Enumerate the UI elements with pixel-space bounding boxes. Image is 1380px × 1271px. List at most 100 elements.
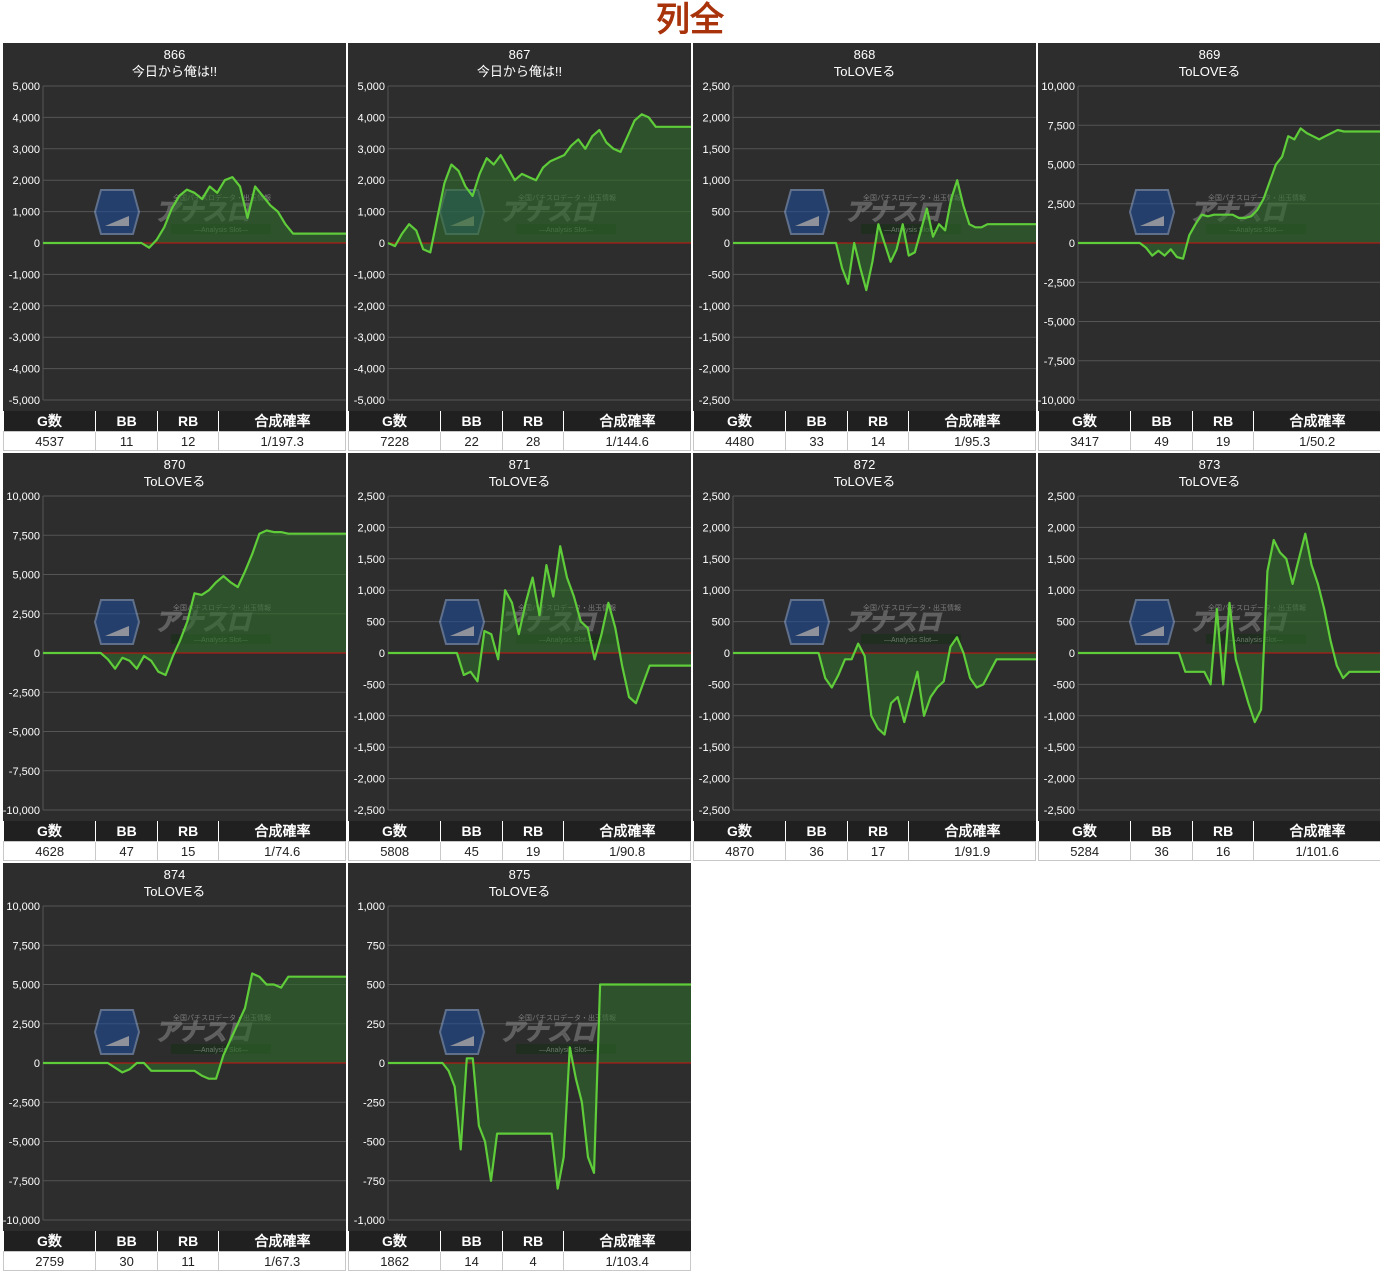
chart-subtitle: ToLOVEる [489,474,550,489]
chart-title: 868 [854,47,876,62]
y-tick-label: -2,000 [354,774,385,786]
y-tick-label: -500 [708,679,730,691]
series-area [43,973,346,1079]
header-rb: RB [157,411,220,432]
series-area [388,984,691,1189]
slump-chart: 875 ToLOVEる 1,000 750 500 250 0 -250 -500 -750 -1,… [348,863,691,1231]
y-tick-label: 2,000 [357,522,385,534]
rb-count: 15 [156,841,220,861]
anaslot-logo-icon [438,599,486,645]
anaslot-logo-icon [93,1009,141,1055]
header-prob: 合成確率 [563,1231,691,1252]
y-tick-label: 5,000 [12,570,40,582]
y-tick-label: 1,500 [357,554,385,566]
slump-chart: 873 ToLOVEる 2,500 2,000 1,500 1,000 500 0 -500 -1… [1038,453,1380,821]
anaslot-logo-icon [438,1009,486,1055]
header-bb: BB [785,821,848,842]
bb-count: 14 [440,1251,503,1271]
chart-title: 875 [509,867,531,882]
series-area [388,546,691,704]
header-rb: RB [502,411,565,432]
y-tick-label: 2,000 [357,175,385,187]
g-count: 4870 [692,841,787,861]
series-area [43,177,346,248]
rb-count: 19 [1191,431,1255,451]
header-bb: BB [440,1231,503,1252]
anaslot-logo-icon [93,599,141,645]
y-tick-label: 0 [379,238,385,250]
g-count: 4537 [2,431,97,451]
chart-subtitle: 今日から俺は!! [132,64,217,79]
logo-mark [450,626,474,636]
header-prob: 合成確率 [1253,821,1380,842]
header-bb: BB [440,411,503,432]
y-tick-label: -1,500 [699,742,730,754]
combined-probability: 1/95.3 [908,431,1036,451]
bb-count: 33 [785,431,848,451]
bb-count: 47 [95,841,158,861]
combined-probability: 1/144.6 [563,431,691,451]
watermark-tag-bg [1206,634,1306,644]
y-tick-label: -5,000 [9,1137,40,1149]
y-tick-label: 1,500 [702,144,730,156]
y-tick-label: 2,000 [1047,522,1075,534]
y-tick-label: 3,000 [357,144,385,156]
chart-title: 873 [1199,457,1221,472]
y-tick-label: 0 [34,1058,40,1070]
header-g: G数 [693,821,787,842]
y-tick-label: -250 [363,1097,385,1109]
header-bb: BB [785,411,848,432]
y-tick-label: 0 [724,238,730,250]
header-rb: RB [847,411,910,432]
y-tick-label: -1,000 [699,711,730,723]
anaslot-logo-icon [783,189,831,235]
header-rb: RB [1192,411,1255,432]
chart-subtitle: ToLOVEる [1179,64,1240,79]
g-count: 4480 [692,431,787,451]
y-tick-label: 5,000 [357,81,385,93]
slump-chart: 872 ToLOVEる 2,500 2,000 1,500 1,000 500 0 -500 -1… [693,453,1036,821]
y-tick-label: -2,000 [1044,774,1075,786]
watermark-tag: ―Analysis Slot― [884,227,938,234]
y-tick-label: 500 [367,617,385,629]
header-prob: 合成確率 [218,821,346,842]
logo-mark [1140,626,1164,636]
series-line [388,545,691,705]
watermark-tag-bg [171,1044,271,1054]
bb-count: 22 [440,431,503,451]
y-tick-label: 10,000 [6,491,40,503]
combined-probability: 1/50.2 [1253,431,1380,451]
stats-table: G数 BB RB 合成確率 5808 45 19 1/90.8 [347,821,691,861]
header-g: G数 [3,1231,97,1252]
y-tick-label: 2,500 [702,81,730,93]
watermark-sub: 全国パチスロデータ・出玉情報 [1208,193,1306,202]
chart-title: 870 [164,457,186,472]
anaslot-logo-icon [1128,599,1176,645]
chart-title: 867 [509,47,531,62]
combined-probability: 1/101.6 [1253,841,1380,861]
header-g: G数 [693,411,787,432]
y-tick-label: -10,000 [3,1215,40,1227]
watermark-text: アナスロ [845,609,943,636]
rb-count: 4 [501,1251,565,1271]
bb-count: 11 [95,431,158,451]
combined-probability: 1/74.6 [218,841,346,861]
y-tick-label: -2,500 [354,805,385,817]
y-tick-label: -7,500 [9,1176,40,1188]
bb-count: 30 [95,1251,158,1271]
series-line [43,972,346,1080]
combined-probability: 1/91.9 [908,841,1036,861]
logo-mark [1140,216,1164,226]
y-tick-label: 3,000 [12,144,40,156]
stats-table: G数 BB RB 合成確率 4480 33 14 1/95.3 [692,411,1036,451]
y-tick-label: 1,500 [1047,554,1075,566]
header-rb: RB [847,821,910,842]
y-tick-label: -4,000 [9,364,40,376]
bb-count: 49 [1130,431,1193,451]
header-rb: RB [502,821,565,842]
y-tick-label: 0 [34,648,40,660]
y-tick-label: 2,500 [1047,491,1075,503]
series-line [43,529,346,677]
g-count: 4628 [2,841,97,861]
y-tick-label: -7,500 [9,766,40,778]
